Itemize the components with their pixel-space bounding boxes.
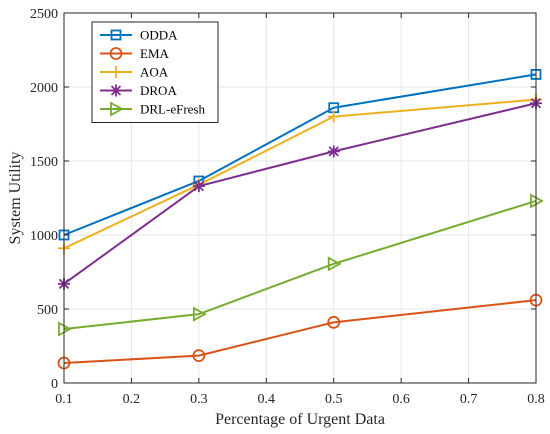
- y-tick-label: 1000: [30, 229, 58, 244]
- x-tick-label: 0.8: [527, 392, 545, 407]
- y-tick-label: 0: [51, 377, 58, 392]
- x-tick-label: 0.7: [460, 392, 478, 407]
- legend-label: AOA: [140, 65, 169, 80]
- data-point: [327, 256, 342, 272]
- legend-marker: [110, 101, 124, 117]
- legend-marker: [110, 66, 122, 78]
- data-point: [192, 349, 206, 363]
- series-line: [63, 73, 537, 236]
- legend: ODDA EMA AOA DROA DRL-eFresh: [91, 21, 219, 123]
- y-tick-label: 2000: [30, 81, 58, 96]
- x-tick-label: 0.2: [123, 392, 141, 407]
- data-point: [327, 315, 341, 329]
- legend-label: DROA: [140, 83, 177, 98]
- x-tick-label: 0.5: [325, 392, 343, 407]
- x-axis-title: Percentage of Urgent Data: [215, 411, 385, 428]
- series-line: [63, 102, 537, 285]
- x-tick-label: 0.6: [392, 392, 410, 407]
- series-line: [63, 200, 537, 330]
- y-tick-label: 500: [37, 303, 58, 318]
- legend-label: ODDA: [140, 28, 178, 43]
- y-axis-title: System Utility: [7, 152, 24, 245]
- y-tick-label: 1500: [30, 155, 58, 170]
- y-tick-label: 2500: [30, 7, 58, 22]
- legend-marker: [110, 84, 122, 97]
- data-point: [192, 180, 205, 193]
- x-tick-label: 0.4: [258, 392, 276, 407]
- legend-marker: [109, 47, 123, 60]
- series-line: [63, 299, 537, 365]
- x-tick-label: 0.3: [190, 392, 208, 407]
- data-point: [327, 145, 340, 158]
- legend-marker: [110, 29, 122, 41]
- plot-frame: [63, 12, 537, 384]
- x-tick-label: 0.1: [55, 392, 73, 407]
- legend-label: EMA: [140, 46, 170, 61]
- ticks: 0.1 0.2 0.3 0.4 0.5 0.6 0.7 0.8 0 500 1000 1500 2000…: [30, 7, 545, 407]
- data-point: [327, 110, 340, 123]
- series-line: [63, 98, 537, 250]
- data-point: [192, 306, 207, 322]
- legend-label: DRL-eFresh: [140, 102, 205, 117]
